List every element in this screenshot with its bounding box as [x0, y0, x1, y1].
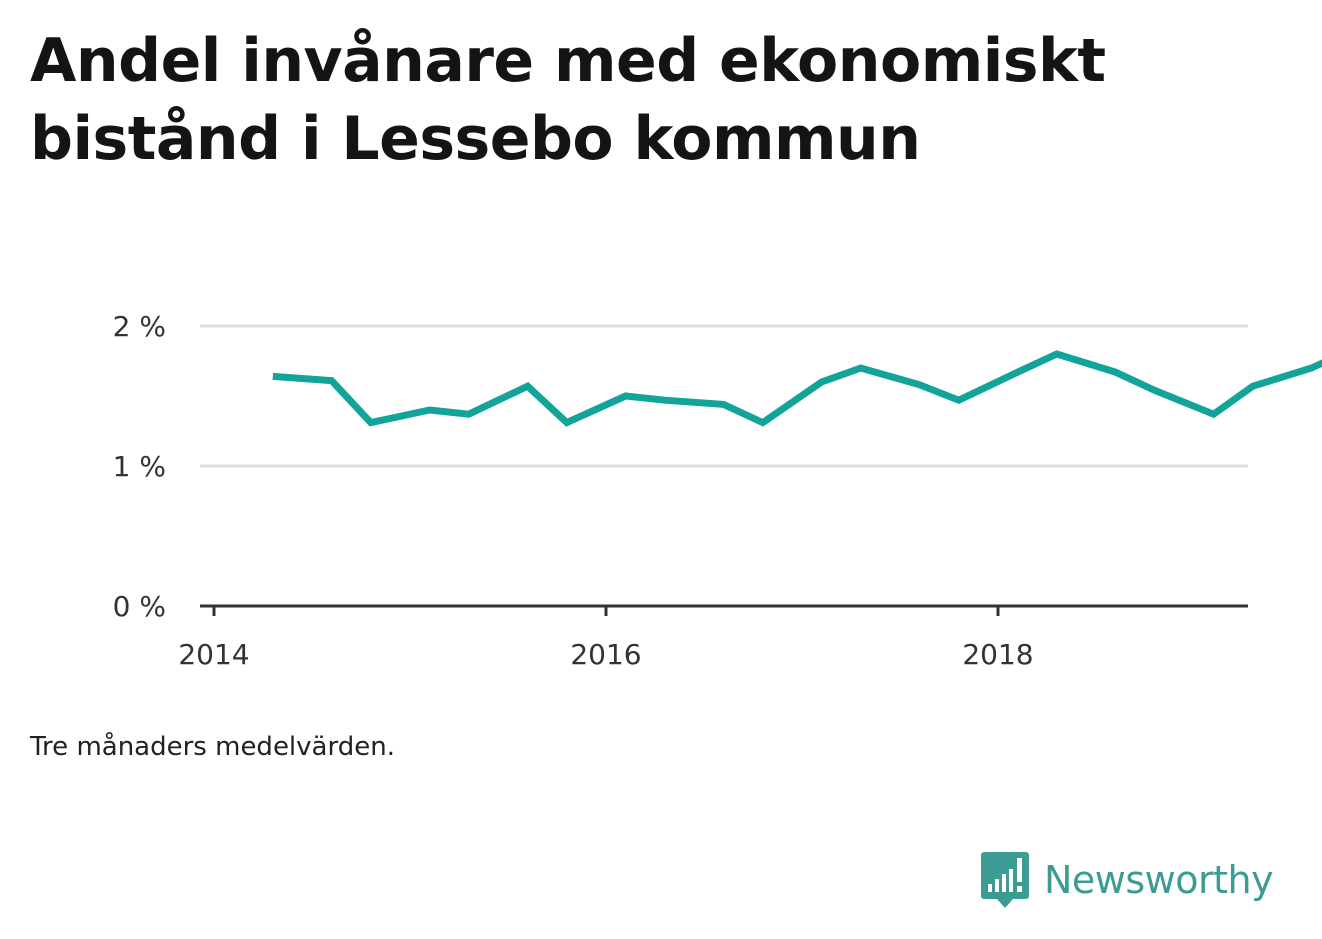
gridlines: [200, 324, 1248, 468]
newsworthy-brand: Newsworthy: [980, 850, 1274, 910]
x-tick-label: 2016: [570, 638, 641, 671]
x-tick-label: 2014: [178, 638, 249, 671]
y-tick-label: 0 %: [113, 590, 166, 623]
y-axis-labels: 0 % 1 % 2 %: [113, 310, 166, 623]
chart-title: Andel invånare med ekonomiskt bistånd i …: [30, 26, 1106, 174]
y-tick-label: 1 %: [113, 450, 166, 483]
x-axis: 201420162018202020222024: [178, 604, 1248, 671]
series-line: [272, 350, 1322, 427]
y-tick-label: 2 %: [113, 310, 166, 343]
line-chart: 201420162018202020222024 0 %1 %2 %: [113, 310, 1322, 671]
series-layer: [272, 350, 1322, 427]
chart-note: Tre månaders medelvärden.: [30, 732, 395, 762]
x-tick-label: 2018: [962, 638, 1033, 671]
brand-name: Newsworthy: [1044, 858, 1274, 902]
bar-chart-speech-bubble-icon: [981, 852, 1029, 908]
